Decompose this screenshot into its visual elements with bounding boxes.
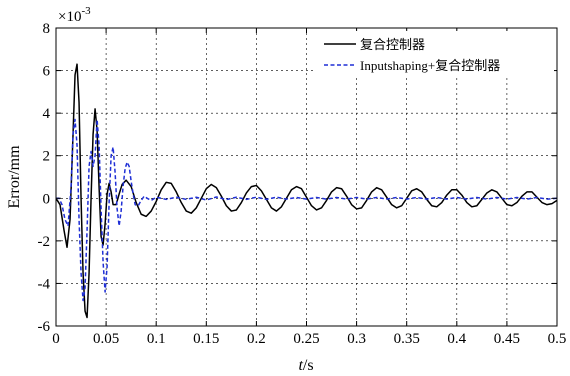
y-multiplier-exponent: -3 [81, 5, 91, 17]
y-tick-labels: -6 -4 -2 0 2 4 6 8 [38, 21, 51, 335]
y-tick-label: 2 [43, 149, 51, 165]
x-tick-label: 0.35 [394, 331, 420, 347]
series-line-composite-controller [56, 63, 557, 319]
y-tick-label: 4 [43, 106, 51, 122]
legend-label-inputshaping-controller: Inputshaping+复合控制器 [360, 58, 500, 73]
y-multiplier-base: ×10 [58, 9, 81, 25]
axis-ticks [55, 27, 558, 327]
x-tick-label: 0.3 [347, 331, 366, 347]
x-tick-label: 0.2 [247, 331, 266, 347]
x-tick-label: 0.4 [447, 331, 466, 347]
y-tick-label: -2 [38, 234, 51, 250]
legend-label-composite-controller: 复合控制器 [360, 37, 425, 52]
x-tick-label: 0.1 [147, 331, 166, 347]
series-line-inputshaping-controller [56, 118, 557, 302]
x-tick-label: 0.25 [293, 331, 319, 347]
y-axis-label: Error/mm [6, 145, 23, 209]
y-tick-label: 8 [43, 21, 51, 37]
x-tick-label: 0 [52, 331, 60, 347]
x-axis-label-unit: /s [303, 357, 314, 374]
y-multiplier: ×10-3 [58, 5, 91, 25]
x-tick-label: 0.05 [93, 331, 119, 347]
series-layer [56, 63, 557, 319]
legend-box [316, 31, 554, 77]
x-tick-label: 0.15 [193, 331, 219, 347]
plot-area [56, 28, 557, 326]
legend: 复合控制器 Inputshaping+复合控制器 [316, 31, 554, 77]
x-tick-label: 0.45 [494, 331, 520, 347]
x-axis-label-variable: t [298, 357, 303, 374]
x-axis-label: t/s [298, 357, 313, 374]
x-tick-label: 0.5 [548, 331, 567, 347]
y-tick-label: 0 [43, 191, 51, 207]
x-tick-labels: 0 0.05 0.1 0.15 0.2 0.25 0.3 0.35 0.4 0.45 0.5 [52, 331, 566, 347]
y-tick-label: -6 [38, 319, 51, 335]
y-tick-label: 6 [43, 64, 51, 80]
y-tick-label: -4 [38, 276, 51, 292]
